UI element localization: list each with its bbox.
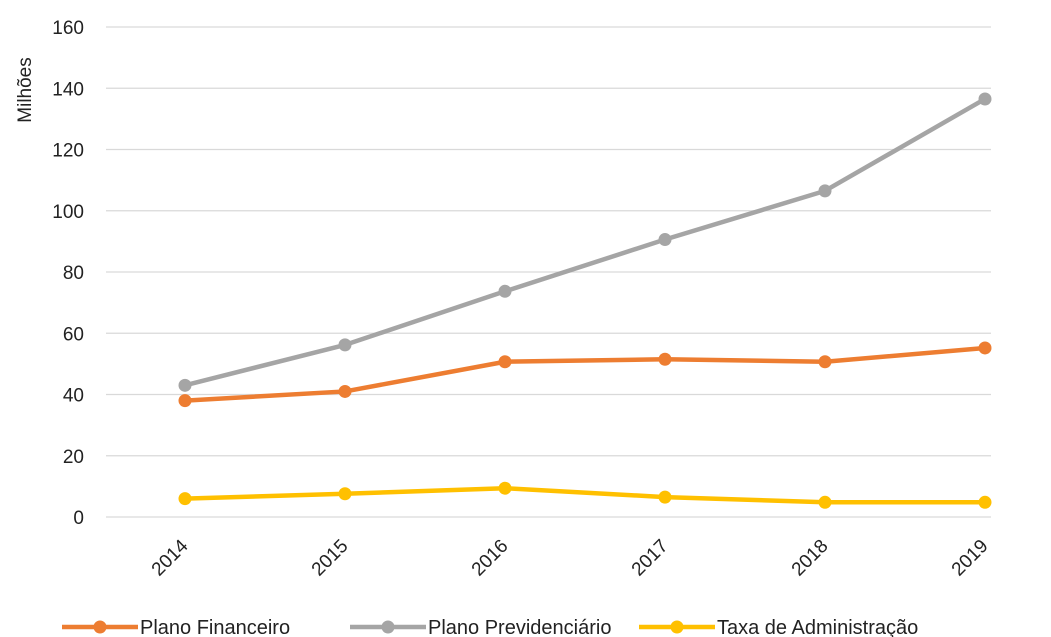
series-1 [178, 341, 992, 408]
series-2 [178, 92, 992, 392]
data-point [178, 394, 192, 408]
data-point [338, 384, 352, 398]
data-point [818, 355, 832, 369]
series-3 [178, 481, 992, 509]
x-tick-label-2016: 2016 [468, 536, 513, 581]
y-tick-label: 120 [52, 141, 84, 162]
series-line [182, 345, 988, 403]
data-point [338, 487, 352, 501]
legend-label: Taxa de Administração [717, 617, 918, 637]
legend-item-1: Plano Financeiro [62, 617, 290, 637]
x-axis-ticks: 2014 2015 2016 2017 2018 2019 [148, 535, 993, 580]
data-point [338, 338, 352, 352]
y-tick-label: 60 [63, 324, 84, 345]
legend-label: Plano Financeiro [140, 617, 290, 637]
data-point [498, 355, 512, 369]
data-point [498, 481, 512, 495]
y-axis-ticks: 0 20 40 60 80 100 120 140 160 [52, 18, 84, 529]
data-point [978, 341, 992, 355]
series-line [182, 96, 988, 388]
legend-item-3: Taxa de Administração [639, 617, 918, 637]
legend-item-2: Plano Previdenciário [350, 617, 611, 637]
y-axis-title: Milhões [15, 57, 36, 122]
y-tick-label: 20 [63, 447, 84, 468]
x-tick-label-2014: 2014 [148, 535, 193, 580]
data-point [818, 184, 832, 198]
y-tick-label: 160 [52, 18, 84, 39]
y-tick-label: 140 [52, 79, 84, 100]
x-tick-label-2018: 2018 [788, 536, 833, 581]
data-point [818, 495, 832, 509]
series-layer [178, 92, 992, 509]
data-point [658, 490, 672, 504]
legend: Plano Financeiro Plano Previdenciário Taxa… [62, 617, 918, 637]
data-point [178, 492, 192, 506]
gridlines [106, 26, 991, 518]
y-tick-label: 0 [73, 508, 84, 529]
legend-label: Plano Previdenciário [428, 617, 611, 637]
data-point [978, 495, 992, 509]
series-line [182, 485, 988, 505]
data-point [658, 233, 672, 247]
data-point [978, 92, 992, 106]
x-tick-label-2015: 2015 [308, 536, 353, 581]
data-point [658, 352, 672, 366]
legend-marker [93, 620, 107, 634]
data-point [498, 284, 512, 298]
data-point [178, 378, 192, 392]
y-tick-label: 80 [63, 263, 84, 284]
y-tick-label: 40 [63, 386, 84, 407]
x-tick-label-2019: 2019 [948, 536, 993, 581]
x-tick-label-2017: 2017 [628, 536, 673, 581]
y-tick-label: 100 [52, 202, 84, 223]
legend-marker [381, 620, 395, 634]
legend-marker [670, 620, 684, 634]
